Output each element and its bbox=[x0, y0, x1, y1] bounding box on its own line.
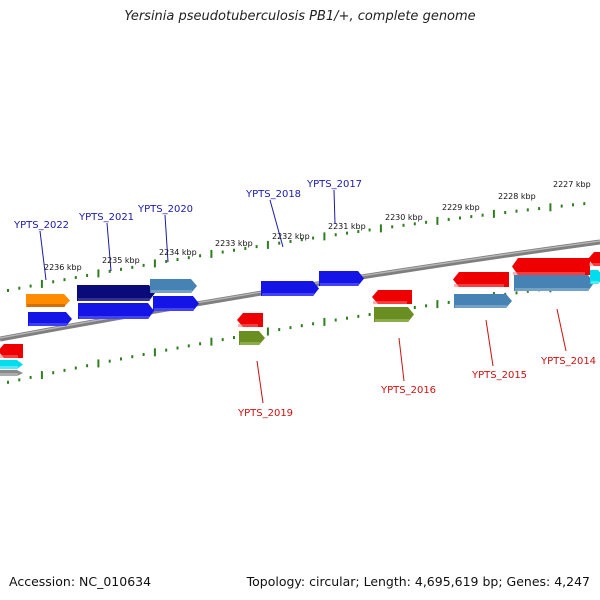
leader-line bbox=[269, 199, 284, 248]
leader-line bbox=[256, 360, 264, 404]
gene-feature bbox=[454, 294, 512, 308]
gene-label-plus: YPTS_2017 bbox=[306, 179, 362, 190]
scale-label: 2234 kbp bbox=[159, 248, 197, 257]
gene-label-plus: YPTS_2020 bbox=[137, 204, 193, 215]
leader-line bbox=[556, 308, 567, 352]
gene-feature bbox=[372, 290, 412, 304]
gene-feature bbox=[237, 313, 263, 327]
gene-feature bbox=[153, 296, 199, 311]
gene-feature bbox=[239, 331, 265, 345]
leader-line bbox=[106, 222, 112, 272]
scale-labels: 2236 kbp 2235 kbp 2234 kbp 2233 kbp 2232… bbox=[44, 180, 591, 272]
gene-feature bbox=[261, 281, 319, 296]
scale-label: 2232 kbp bbox=[272, 232, 310, 241]
gene-features bbox=[0, 252, 600, 376]
scale-label: 2231 kbp bbox=[328, 222, 366, 231]
leader-line bbox=[39, 230, 47, 281]
gene-label-plus: YPTS_2022 bbox=[13, 220, 69, 231]
gene-feature bbox=[590, 270, 600, 284]
gene-label-plus: YPTS_2021 bbox=[78, 212, 134, 223]
gene-feature bbox=[374, 307, 414, 322]
plus-strand-labels: YPTS_2022 YPTS_2021 YPTS_2020 YPTS_2018 … bbox=[13, 179, 362, 231]
scale-label: 2227 kbp bbox=[553, 180, 591, 189]
gene-feature bbox=[77, 285, 155, 301]
gene-label-minus: YPTS_2014 bbox=[540, 356, 596, 367]
gene-label-minus: YPTS_2019 bbox=[237, 408, 293, 419]
gene-label-minus: YPTS_2016 bbox=[380, 385, 436, 396]
leader-line bbox=[333, 189, 336, 225]
gene-feature bbox=[0, 344, 23, 358]
map-title: Yersinia pseudotuberculosis PB1/+, compl… bbox=[124, 9, 476, 24]
scale-label: 2236 kbp bbox=[44, 263, 82, 272]
minus-strand-labels: YPTS_2019 YPTS_2016 YPTS_2015 YPTS_2014 bbox=[237, 356, 596, 419]
gene-label-minus: YPTS_2015 bbox=[471, 370, 527, 381]
gene-feature bbox=[453, 272, 509, 287]
scale-label: 2230 kbp bbox=[385, 213, 423, 222]
gene-feature bbox=[319, 271, 364, 286]
genome-summary-text: Topology: circular; Length: 4,695,619 bp… bbox=[246, 574, 590, 589]
outer-scale-ticks bbox=[7, 202, 586, 292]
leader-line bbox=[164, 214, 169, 263]
scale-label: 2233 kbp bbox=[215, 239, 253, 248]
gene-feature bbox=[78, 303, 154, 319]
gene-feature bbox=[26, 294, 70, 307]
scale-label: 2229 kbp bbox=[442, 203, 480, 212]
gene-feature bbox=[512, 258, 590, 275]
leader-line bbox=[485, 319, 494, 367]
gene-feature bbox=[514, 275, 594, 291]
gene-label-plus: YPTS_2018 bbox=[245, 189, 301, 200]
leader-line bbox=[398, 337, 405, 382]
gene-feature bbox=[28, 312, 72, 326]
scale-label: 2235 kbp bbox=[102, 256, 140, 265]
scale-label: 2228 kbp bbox=[498, 192, 536, 201]
gene-feature bbox=[150, 279, 197, 293]
label-leader-lines bbox=[39, 189, 567, 404]
accession-text: Accession: NC_010634 bbox=[9, 574, 152, 589]
gene-feature bbox=[588, 252, 600, 266]
